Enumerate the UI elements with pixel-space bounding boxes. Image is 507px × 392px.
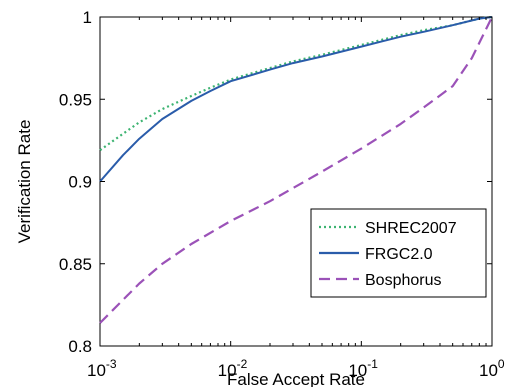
y-axis-title: Verification Rate: [15, 120, 34, 244]
x-tick-label: 10-3: [87, 357, 117, 380]
legend-label: SHREC2007: [365, 220, 457, 237]
y-tick-label: 0.8: [68, 337, 92, 356]
x-tick-exponent: 0: [498, 357, 505, 371]
series-line-frgc2-0: [99, 16, 493, 183]
legend-label: Bosphorus: [365, 272, 442, 289]
series-lines: [99, 15, 493, 324]
y-tick-label: 0.85: [59, 255, 92, 274]
x-tick-exponent: -1: [367, 357, 378, 371]
series-line-bosphorus: [99, 16, 493, 324]
y-tick-label: 1: [83, 8, 92, 27]
x-tick-base: 10: [479, 361, 498, 380]
legend: SHREC2007 FRGC2.0 Bosphorus: [310, 208, 487, 298]
x-tick-base: 10: [348, 361, 367, 380]
y-tick-label: 0.95: [59, 90, 92, 109]
x-tick-label: 10-1: [348, 357, 378, 380]
series-line-shrec2007: [99, 15, 493, 152]
x-tick-base: 10: [218, 361, 237, 380]
x-tick-exponent: -3: [106, 357, 117, 371]
x-tick-exponent: -2: [237, 357, 248, 371]
y-tick-label: 0.9: [68, 173, 92, 192]
axis-ticks: [99, 16, 493, 347]
legend-label: FRGC2.0: [365, 246, 433, 263]
x-axis-title: False Accept Rate: [227, 370, 365, 387]
x-tick-label: 100: [479, 357, 505, 380]
x-tick-base: 10: [87, 361, 106, 380]
x-tick-label: 10-2: [218, 357, 248, 380]
